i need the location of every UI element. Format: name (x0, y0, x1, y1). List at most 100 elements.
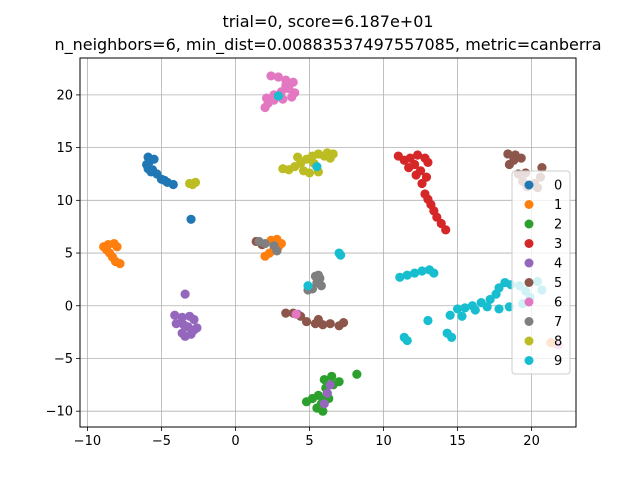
data-point (291, 309, 301, 319)
legend-label-5: 5 (554, 276, 562, 291)
legend-label-0: 0 (554, 179, 562, 194)
data-point (516, 153, 526, 163)
data-point (293, 152, 303, 162)
data-point (412, 150, 423, 160)
data-point (452, 304, 463, 314)
legend-label-4: 4 (554, 257, 562, 272)
x-tick-label: 15 (449, 434, 466, 449)
legend-marker-8 (524, 336, 534, 346)
data-point (334, 248, 344, 258)
series-3-points (393, 150, 451, 235)
data-point (494, 283, 504, 293)
data-point (177, 312, 187, 322)
data-point (313, 270, 323, 280)
legend-label-6: 6 (554, 296, 562, 311)
x-tick-label: 5 (305, 434, 313, 449)
data-point (281, 80, 291, 91)
data-point (423, 315, 433, 326)
data-point (115, 258, 125, 269)
data-point (417, 266, 427, 276)
data-point (168, 179, 178, 190)
data-point (404, 163, 414, 173)
data-point (445, 310, 455, 320)
legend: 0 1 2 3 4 5 6 7 8 9 (511, 170, 571, 375)
data-point (402, 335, 412, 346)
legend-marker-2 (524, 219, 534, 229)
data-point (266, 71, 276, 81)
y-axis-ticks: −10 −5 0 5 10 15 20 (46, 88, 80, 420)
series-0-points (142, 152, 196, 224)
legend-label-3: 3 (554, 237, 562, 252)
data-point (485, 294, 495, 305)
data-point (180, 289, 190, 299)
legend-marker-7 (524, 317, 534, 326)
grid-lines (80, 58, 576, 427)
data-point (503, 149, 513, 159)
legend-marker-6 (524, 297, 534, 307)
legend-label-2: 2 (554, 218, 562, 233)
chart-title-line-1: trial=0, score=6.187e+01 (222, 12, 433, 31)
data-point (186, 214, 196, 224)
data-point (272, 246, 282, 256)
data-point (171, 319, 181, 329)
x-tick-label: 10 (375, 434, 392, 449)
legend-marker-1 (524, 200, 534, 209)
y-tick-label: 20 (56, 88, 73, 103)
data-point (429, 268, 439, 278)
legend-label-9: 9 (554, 354, 562, 369)
data-point (319, 374, 329, 385)
data-point (159, 175, 169, 185)
data-point (395, 272, 405, 282)
legend-marker-5 (524, 278, 534, 287)
data-point (189, 314, 199, 325)
x-axis-ticks: −10 −5 0 5 10 15 20 (74, 427, 540, 449)
x-tick-label: 0 (231, 434, 239, 449)
data-point (112, 242, 122, 252)
data-point (325, 319, 335, 329)
y-tick-label: 10 (56, 194, 73, 209)
data-point (322, 388, 332, 398)
legend-marker-0 (524, 180, 534, 190)
legend-label-1: 1 (554, 198, 562, 213)
data-point (319, 399, 329, 409)
data-point (352, 369, 362, 379)
data-point (192, 323, 202, 333)
data-point (460, 303, 470, 313)
data-point (149, 154, 159, 164)
y-tick-label: −5 (54, 352, 73, 367)
plot-frame (79, 57, 577, 428)
data-point (146, 167, 156, 177)
legend-marker-9 (524, 356, 534, 365)
data-point (316, 281, 326, 291)
data-point (482, 302, 492, 312)
data-point (537, 163, 547, 173)
data-point (447, 332, 457, 342)
data-point (470, 305, 480, 315)
y-tick-label: 5 (65, 247, 73, 262)
data-point (334, 377, 344, 387)
data-point (325, 380, 335, 390)
data-point (457, 311, 467, 321)
plot-area (80, 58, 576, 427)
legend-label-8: 8 (554, 335, 562, 350)
data-point (303, 281, 313, 291)
data-point (402, 270, 412, 280)
data-point (417, 178, 427, 189)
data-point (410, 268, 420, 278)
data-point (304, 168, 315, 178)
data-point (338, 318, 349, 328)
data-point (102, 245, 112, 255)
y-tick-label: −10 (46, 405, 73, 420)
data-point (290, 88, 300, 98)
data-point (411, 170, 421, 180)
data-point (423, 157, 433, 167)
data-point (509, 155, 519, 165)
data-point (441, 225, 451, 235)
legend-marker-4 (524, 258, 534, 268)
legend-marker-3 (524, 239, 534, 248)
x-tick-label: 20 (523, 434, 540, 449)
data-point (260, 238, 270, 249)
data-point (273, 72, 283, 82)
series-8-points (184, 148, 338, 190)
